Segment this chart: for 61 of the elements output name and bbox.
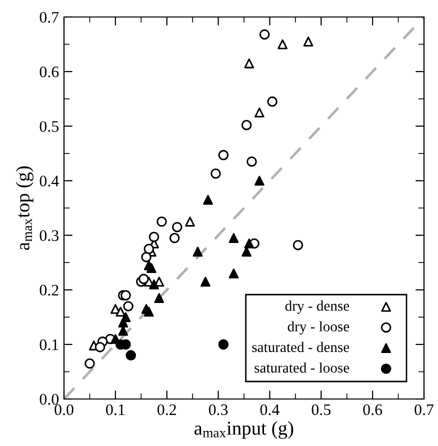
- x-tick-label: 0.2: [157, 404, 176, 416]
- point: [192, 246, 203, 257]
- point: [154, 293, 164, 303]
- point: [292, 240, 304, 250]
- point: [120, 290, 131, 300]
- point: [123, 301, 134, 312]
- point: [185, 216, 195, 227]
- x-tick-label: 0.0: [54, 404, 74, 416]
- point: [169, 232, 180, 244]
- y-tick-label: 0.5: [40, 121, 59, 132]
- point: [156, 216, 167, 227]
- y-tick-label: 0.3: [40, 230, 59, 242]
- y-tick-label: 0.2: [40, 284, 58, 296]
- point: [267, 96, 278, 107]
- y-tick-label: 0.6: [40, 66, 59, 78]
- legend-label: dry - dense: [285, 300, 350, 314]
- legend-label: dry - loose: [288, 321, 350, 334]
- point: [149, 279, 159, 290]
- point: [144, 306, 154, 317]
- point: [200, 276, 210, 287]
- point: [218, 150, 229, 160]
- legend-label: saturated - dense: [252, 342, 350, 352]
- x-tick-label: 0.3: [208, 404, 228, 416]
- y-axis-title: a$_{max}$top (g): [16, 166, 34, 250]
- x-tick-label: 0.1: [106, 404, 124, 416]
- point: [116, 306, 126, 317]
- point: [144, 244, 154, 254]
- y-tick-label: 0.0: [40, 394, 59, 405]
- point: [141, 252, 152, 262]
- point: [228, 233, 239, 243]
- point: [244, 58, 254, 68]
- x-tick-label: 0.5: [312, 404, 330, 416]
- legend-label: saturated - loose: [254, 362, 350, 373]
- point: [246, 156, 257, 167]
- point: [84, 358, 95, 369]
- y-tick-label: 0.1: [40, 339, 58, 350]
- point: [138, 274, 149, 284]
- x-tick-label: 0.6: [363, 404, 382, 416]
- point: [254, 176, 264, 186]
- point: [242, 246, 252, 257]
- y-tick-label: 0.7: [40, 12, 59, 23]
- point: [254, 108, 264, 118]
- point: [94, 342, 106, 352]
- point: [244, 238, 254, 248]
- x-tick-label: 0.4: [260, 404, 280, 416]
- x-axis-title: a$_{max}$input (g): [194, 421, 294, 439]
- point: [218, 339, 229, 350]
- point: [303, 36, 314, 46]
- point: [228, 268, 239, 278]
- point: [210, 168, 221, 179]
- point: [146, 263, 156, 273]
- point: [241, 120, 252, 130]
- x-tick-label: 0.7: [414, 404, 434, 416]
- y-tick-label: 0.4: [40, 176, 59, 186]
- point: [278, 39, 288, 50]
- point: [172, 222, 182, 232]
- point: [203, 194, 213, 205]
- point: [118, 318, 128, 328]
- point: [126, 350, 136, 360]
- point: [259, 29, 270, 40]
- point: [148, 232, 160, 242]
